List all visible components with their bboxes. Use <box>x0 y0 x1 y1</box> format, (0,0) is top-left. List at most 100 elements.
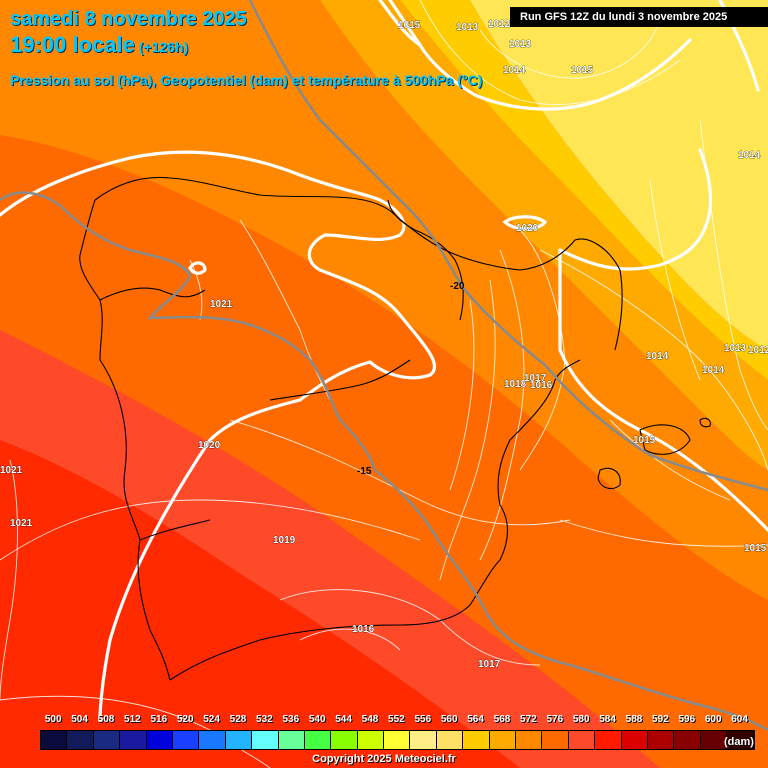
scale-tick-label: 588 <box>625 714 643 725</box>
scale-swatch <box>172 731 200 749</box>
scale-tick-label: 548 <box>361 714 379 725</box>
scale-swatch <box>595 731 622 749</box>
scale-tick-label: 544 <box>335 714 352 725</box>
forecast-time-value: 19:00 locale <box>10 32 135 57</box>
scale-swatch <box>463 731 490 749</box>
scale-swatch <box>516 731 543 749</box>
temperature-label: -15 <box>357 466 372 477</box>
scale-tick-label: 500 <box>44 714 62 725</box>
pressure-label: 1012 <box>488 19 511 30</box>
scale-swatch <box>727 731 754 749</box>
geopotential-color-scale <box>40 730 755 750</box>
forecast-date: samedi 8 novembre 2025 <box>10 8 247 30</box>
pressure-label: 1019 <box>273 535 296 546</box>
pressure-label: 1014 <box>702 365 725 376</box>
scale-tick-label: 540 <box>308 714 326 725</box>
scale-tick-label: 520 <box>176 714 194 725</box>
pressure-label: 1013 <box>509 39 532 50</box>
scale-swatch <box>357 731 385 749</box>
pressure-label: 1015 <box>571 65 594 76</box>
scale-unit: (dam) <box>724 736 754 748</box>
pressure-label: 1021 <box>0 465 23 476</box>
band-560 <box>410 0 768 350</box>
pressure-label: 1017 <box>478 659 501 670</box>
scale-tick-label: 516 <box>150 714 168 725</box>
scale-swatch <box>674 731 701 749</box>
scale-swatch <box>700 731 728 749</box>
scale-tick-label: 532 <box>256 714 273 725</box>
scale-swatch <box>621 731 648 749</box>
geopotential-contours <box>0 0 768 722</box>
scale-swatch <box>41 731 68 749</box>
pressure-labels: 1015 1013 1012 1013 1015 1014 1014 1020 … <box>0 19 768 671</box>
band-564 <box>345 0 768 380</box>
scale-tick-labels: 500 504 508 512 516 520 524 528 532 536 540 544 548 5… <box>40 714 748 728</box>
scale-tick-label: 604 <box>731 714 748 725</box>
temperature-label: -20 <box>450 281 465 292</box>
forecast-time: 19:00 locale (+126h) <box>10 32 188 58</box>
scale-tick-label: 600 <box>704 714 722 725</box>
scale-swatch <box>199 731 226 749</box>
pressure-label: 1014 <box>503 65 526 76</box>
scale-tick-label: 576 <box>546 714 564 725</box>
pressure-label: 1021 <box>10 518 33 529</box>
scale-tick-label: 580 <box>572 714 590 725</box>
scale-swatch <box>278 731 305 749</box>
pressure-label: 1015 <box>633 435 656 446</box>
pressure-label: 1012 <box>748 345 768 356</box>
scale-tick-label: 564 <box>467 714 484 725</box>
scale-tick-label: 524 <box>203 714 220 725</box>
coastlines <box>79 176 711 681</box>
scale-swatch <box>93 731 121 749</box>
scale-swatch <box>225 731 253 749</box>
pressure-label: 1015 <box>744 543 767 554</box>
scale-tick-label: 512 <box>124 714 141 725</box>
isotherms <box>0 0 768 732</box>
pressure-label: 1013 <box>456 22 479 33</box>
scale-swatch <box>647 731 675 749</box>
pressure-label: 1013 <box>724 343 747 354</box>
scale-swatch <box>384 731 411 749</box>
pressure-label: 1017 <box>524 373 547 384</box>
lead-time: (+126h) <box>138 39 189 55</box>
scale-swatch <box>67 731 94 749</box>
pressure-label: 1020 <box>516 223 539 234</box>
scale-swatch <box>489 731 517 749</box>
temperature-labels: -20 -15 <box>357 281 465 477</box>
pressure-label: 1014 <box>738 150 761 161</box>
scale-swatch <box>410 731 437 749</box>
scale-swatch <box>542 731 569 749</box>
run-info: Run GFS 12Z du lundi 3 novembre 2025 <box>510 7 768 27</box>
scale-tick-label: 556 <box>414 714 432 725</box>
scale-tick-label: 560 <box>440 714 458 725</box>
scale-tick-label: 508 <box>97 714 115 725</box>
pressure-label: 1015 <box>398 20 421 31</box>
scale-swatch <box>436 731 464 749</box>
scale-swatch <box>568 731 596 749</box>
copyright: Copyright 2025 Meteociel.fr <box>312 753 456 765</box>
pressure-label: 1021 <box>210 299 233 310</box>
pressure-label: 1016 <box>352 624 375 635</box>
scale-tick-label: 572 <box>520 714 537 725</box>
scale-tick-label: 596 <box>678 714 696 725</box>
scale-swatch <box>120 731 147 749</box>
scale-swatch <box>252 731 279 749</box>
pressure-label: 1014 <box>646 351 669 362</box>
pressure-label: 1016 <box>530 380 553 391</box>
scale-swatch <box>146 731 173 749</box>
pressure-label: 1018 <box>504 379 527 390</box>
scale-tick-label: 536 <box>282 714 300 725</box>
scale-swatch <box>331 731 358 749</box>
band-584 <box>0 440 520 768</box>
pressure-label: 1020 <box>198 440 221 451</box>
band-576 <box>0 135 768 768</box>
scale-tick-label: 592 <box>652 714 669 725</box>
scale-tick-label: 584 <box>599 714 616 725</box>
scale-tick-label: 568 <box>493 714 511 725</box>
scale-tick-label: 528 <box>229 714 247 725</box>
map-subtitle: Pression au sol (hPa), Geopotentiel (dam… <box>10 72 483 88</box>
scale-swatch <box>304 731 332 749</box>
